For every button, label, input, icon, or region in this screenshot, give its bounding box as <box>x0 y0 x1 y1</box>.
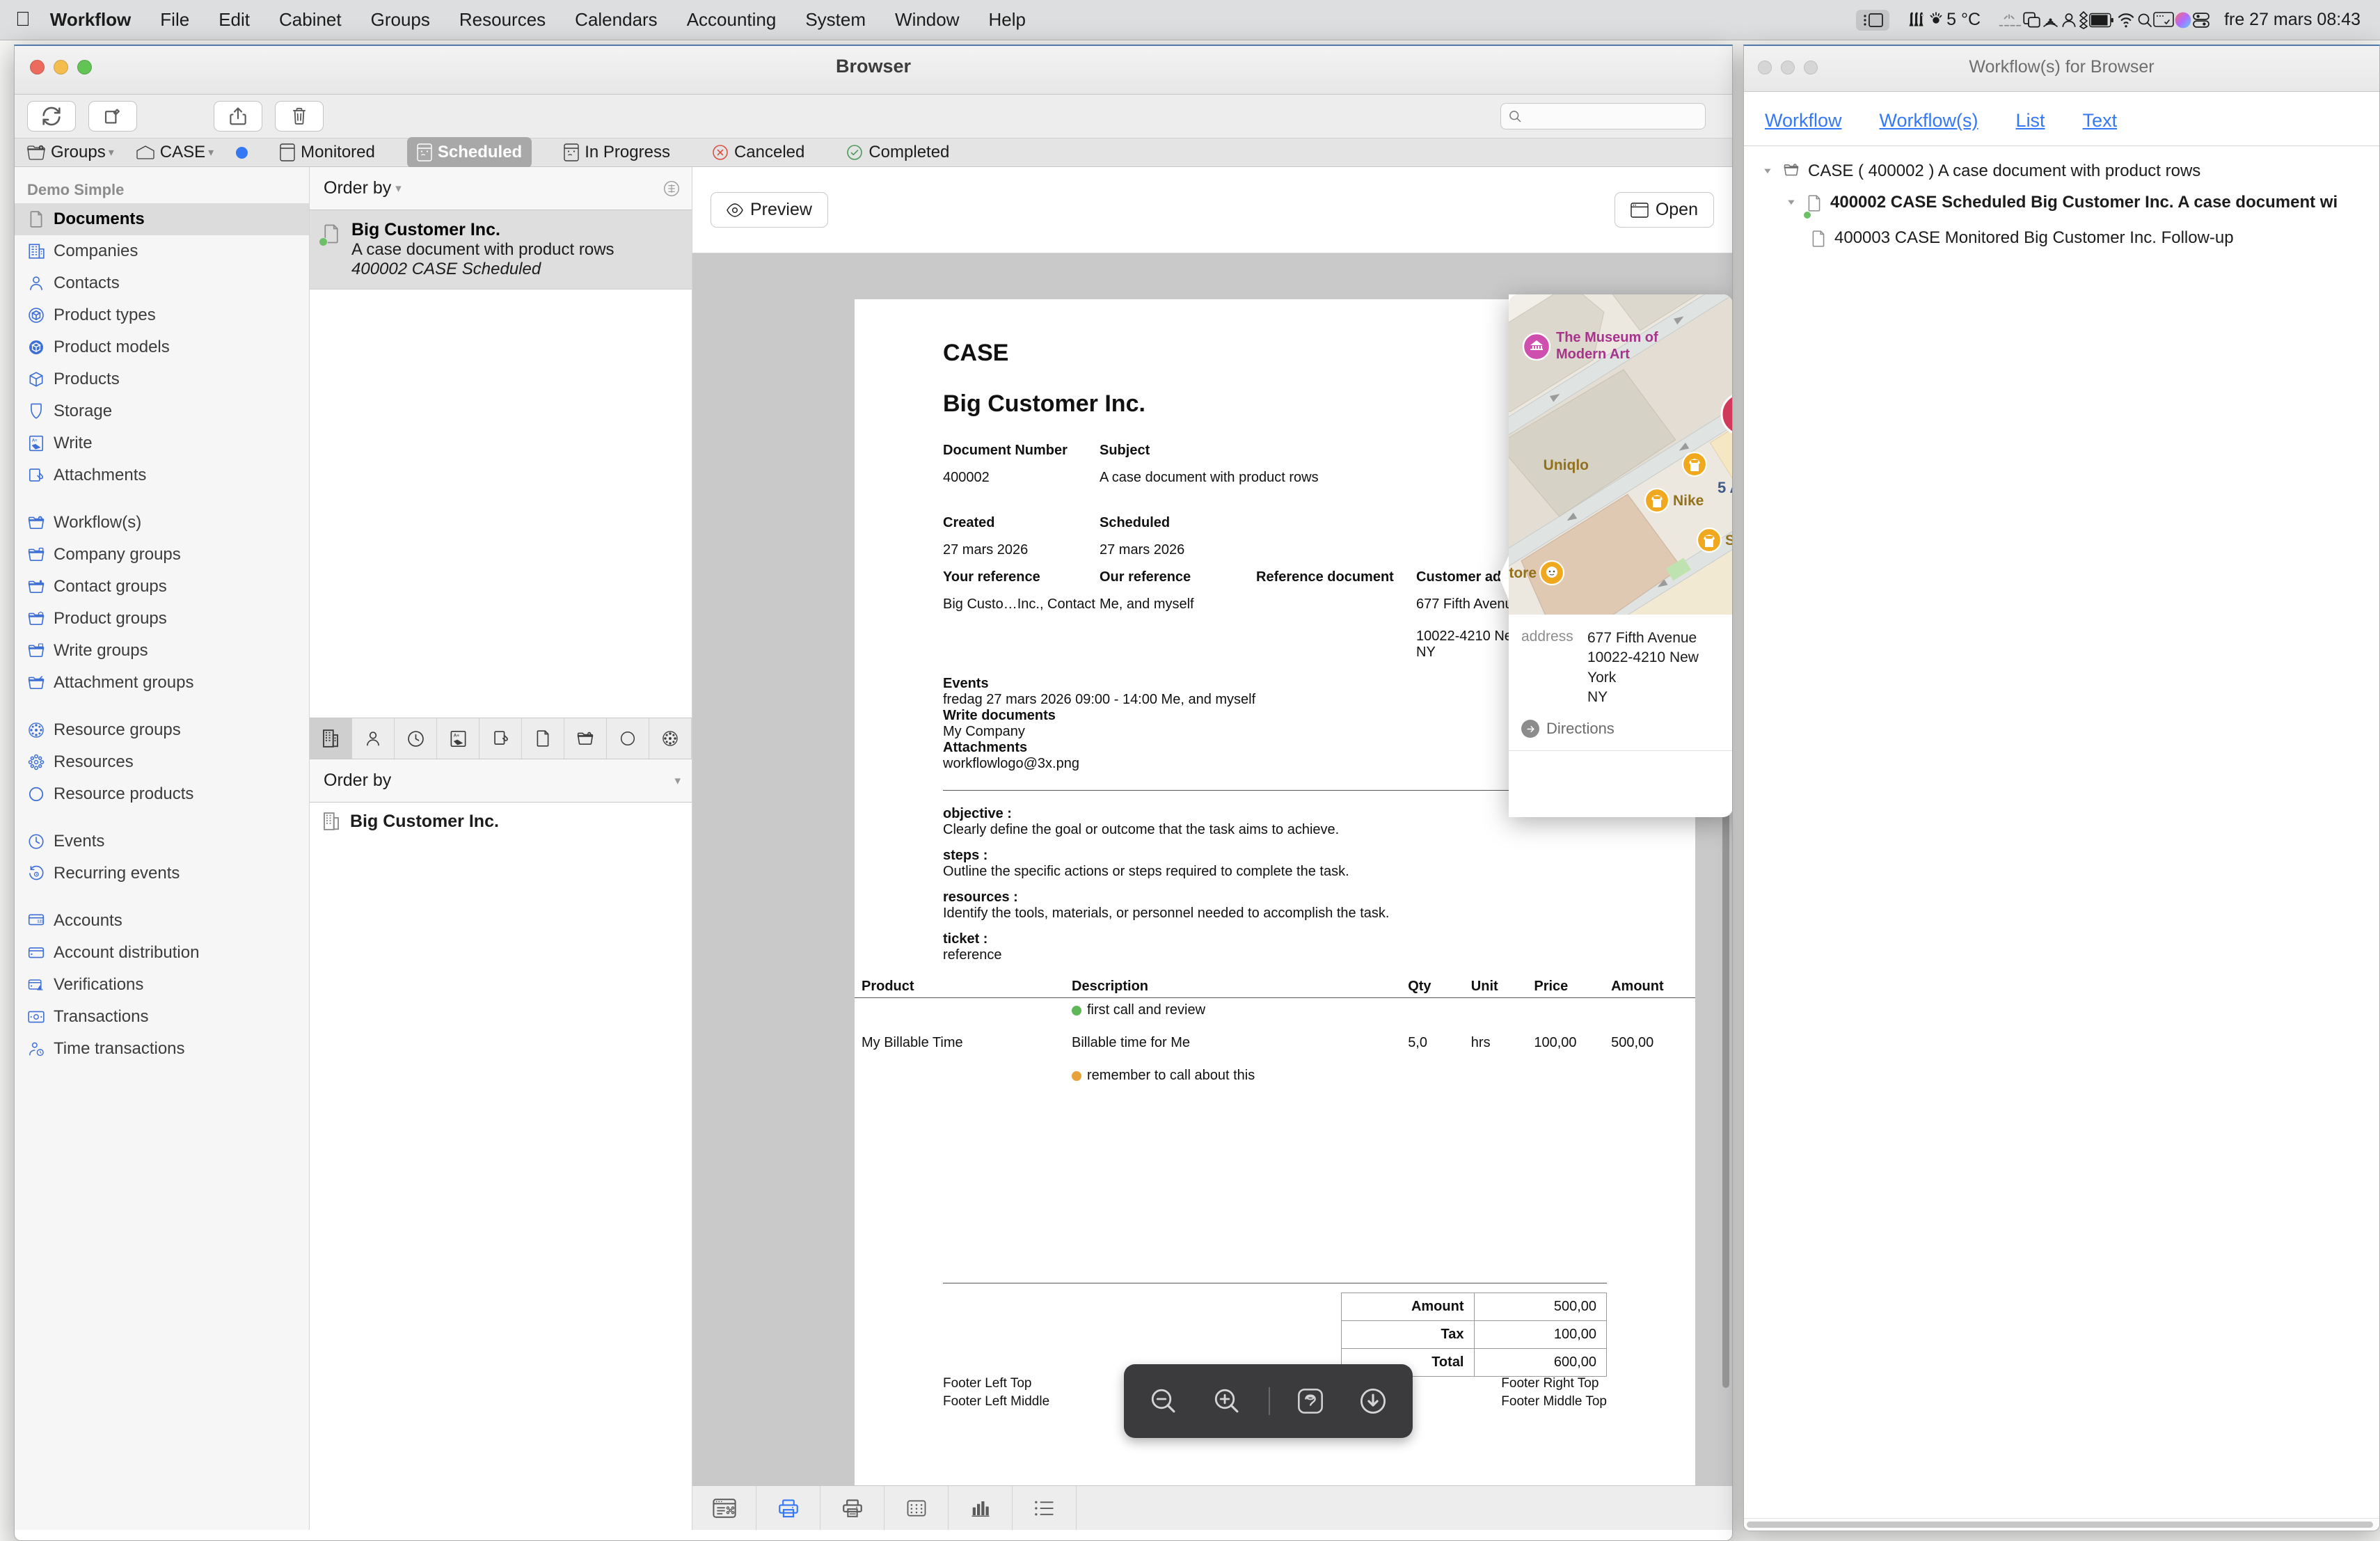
svg-text:123: 123 <box>37 919 44 924</box>
svg-text:Nike: Nike <box>1673 493 1704 509</box>
svg-text:!: ! <box>41 987 42 991</box>
svg-text:Uniqlo: Uniqlo <box>1544 457 1589 473</box>
svg-text:A≡: A≡ <box>453 733 459 738</box>
svg-text:Skim: Skim <box>1725 532 1732 548</box>
svg-text:...Lego Store: ...Lego Store <box>1509 565 1537 581</box>
svg-text:Modern Art: Modern Art <box>1556 347 1630 362</box>
svg-text:A≡: A≡ <box>32 438 38 443</box>
svg-text:The Museum of: The Museum of <box>1556 330 1658 345</box>
svg-text:5 Av: 5 Av <box>1717 479 1732 496</box>
